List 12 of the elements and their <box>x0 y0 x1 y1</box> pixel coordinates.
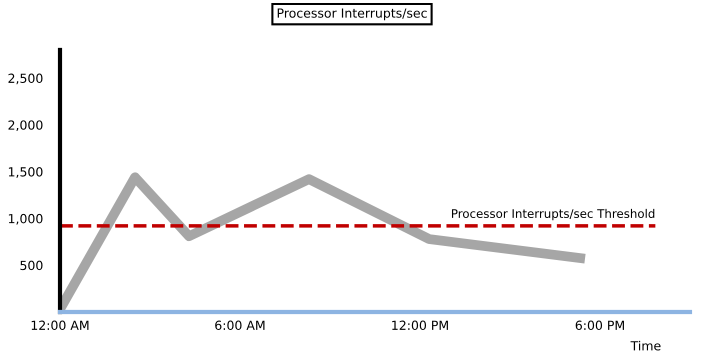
y-tick-label: 2,500 <box>8 74 43 84</box>
ref-line-label: Processor Interrupts/sec Threshold <box>452 208 654 220</box>
y-tick-label: 2,000 <box>8 120 43 132</box>
x-axis-title: Time <box>630 340 661 350</box>
x-tick-label: 6:00 AM <box>215 320 264 330</box>
x-tick-label: 12:00 AM <box>32 320 88 330</box>
y-tick-label: 1,500 <box>8 167 43 178</box>
x-tick-label: 6:00 PM <box>576 320 624 330</box>
y-tick-label: 500 <box>20 260 43 270</box>
x-tick-label: 12:00 PM <box>392 320 448 330</box>
chart-title: Processor Interrupts/sec <box>278 8 427 20</box>
y-tick-label: 1,000 <box>8 214 43 225</box>
